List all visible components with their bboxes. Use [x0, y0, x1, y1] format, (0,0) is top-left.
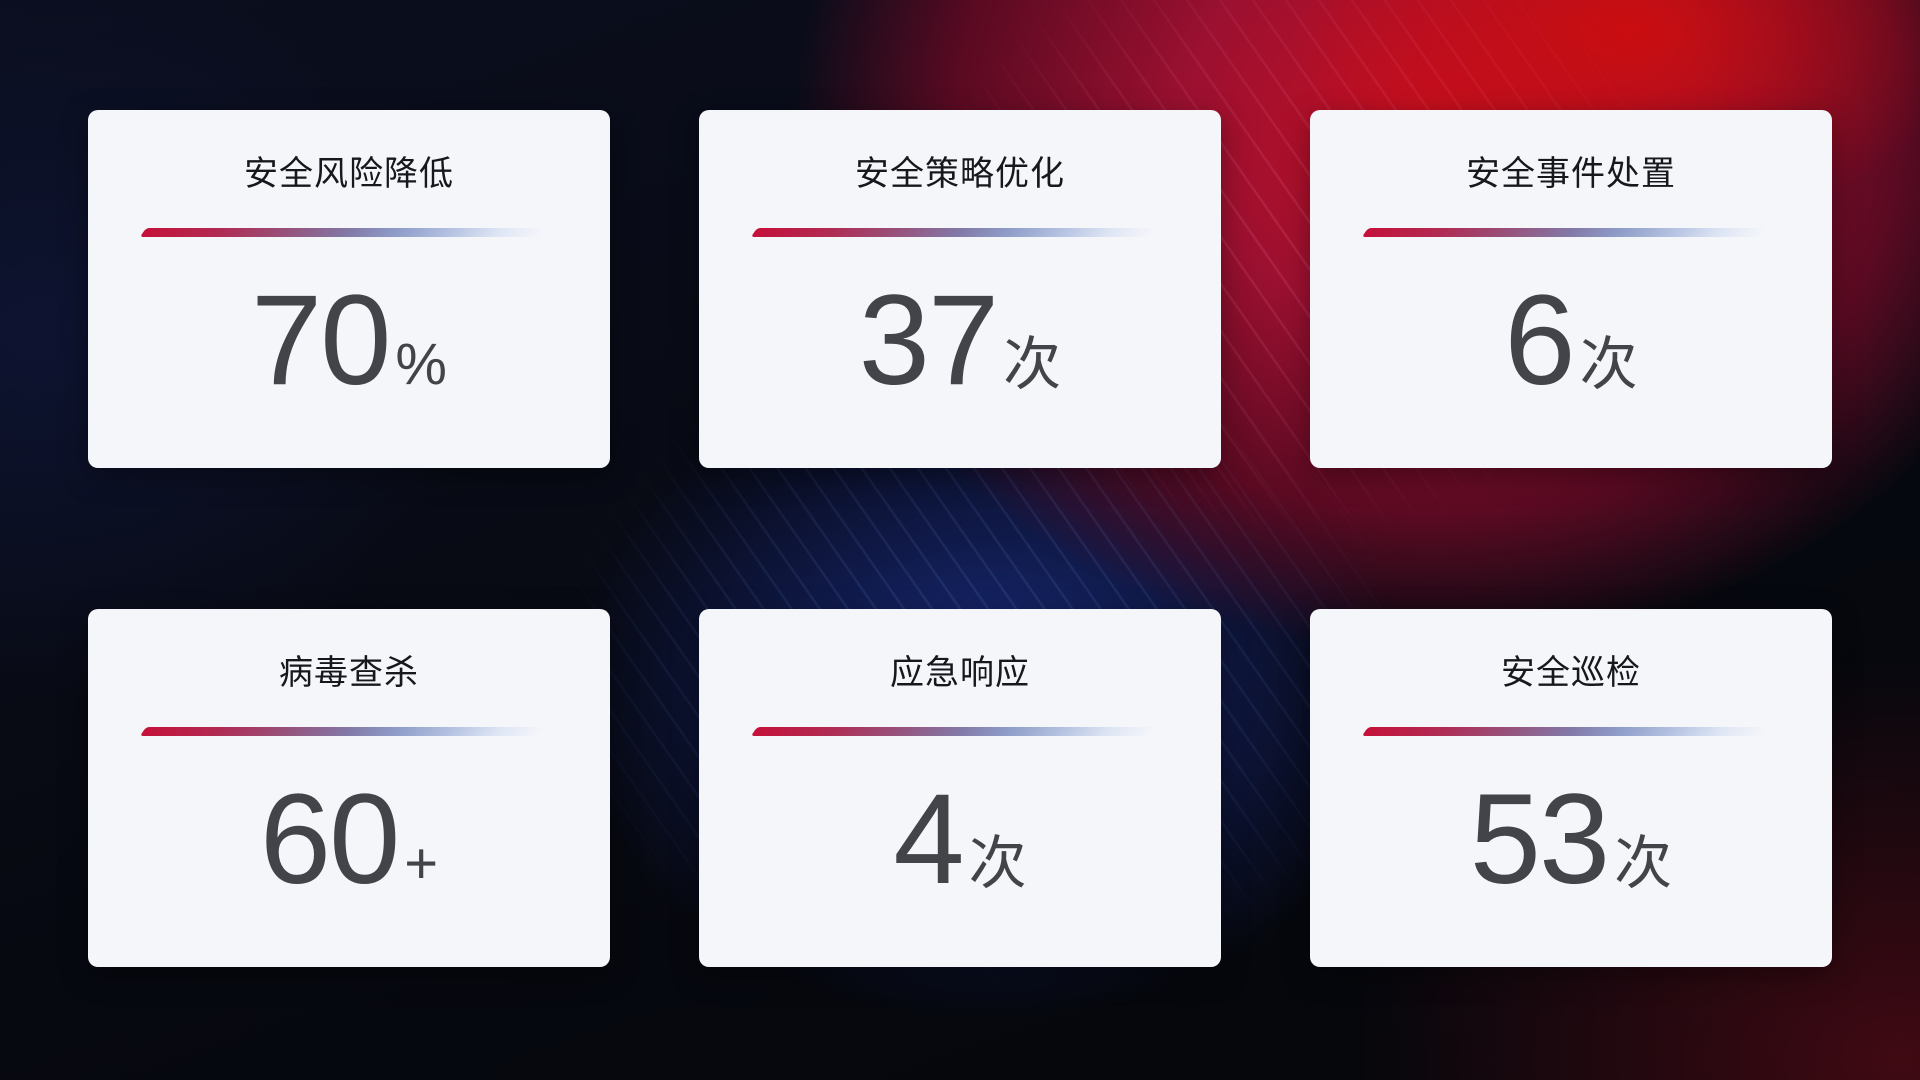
- stat-card-title: 安全风险降低: [244, 155, 454, 193]
- stat-unit: 次: [968, 830, 1027, 896]
- stat-card-title: 病毒查杀: [279, 654, 419, 692]
- stat-value: 53: [1469, 767, 1610, 911]
- stat-unit: 次: [1003, 331, 1062, 397]
- stat-card-grid: 安全风险降低 70 % 安全策略优化 37 次 安全事件处置: [88, 110, 1832, 967]
- gradient-divider: [750, 228, 1170, 237]
- stat-value: 70: [251, 268, 391, 412]
- stat-value-row: 60 +: [143, 736, 555, 943]
- gradient-divider: [139, 727, 559, 736]
- stat-value: 6: [1504, 268, 1575, 412]
- gradient-divider: [139, 228, 559, 237]
- stat-card-virus-scan: 病毒查杀 60 +: [88, 609, 610, 967]
- gradient-divider: [750, 727, 1170, 736]
- stat-unit: %: [395, 331, 447, 397]
- stat-card-emergency-response: 应急响应 4 次: [699, 609, 1221, 967]
- stat-value-row: 6 次: [1365, 237, 1777, 444]
- stat-card-policy-optimization: 安全策略优化 37 次: [699, 110, 1221, 468]
- stat-card-title: 应急响应: [890, 654, 1030, 692]
- stat-value-row: 70 %: [143, 237, 555, 444]
- stat-value-row: 4 次: [754, 736, 1166, 943]
- gradient-divider: [1361, 727, 1781, 736]
- stat-card-security-inspection: 安全巡检 53 次: [1310, 609, 1832, 967]
- stat-value: 37: [858, 268, 999, 412]
- stat-value: 60: [259, 767, 400, 911]
- stat-card-title: 安全策略优化: [855, 155, 1065, 193]
- stat-card-title: 安全巡检: [1501, 654, 1641, 692]
- gradient-divider: [1361, 228, 1781, 237]
- stat-unit: +: [404, 830, 439, 896]
- stat-card-incident-handling: 安全事件处置 6 次: [1310, 110, 1832, 468]
- stat-unit: 次: [1614, 830, 1673, 896]
- stat-unit: 次: [1579, 331, 1638, 397]
- stat-card-risk-reduction: 安全风险降低 70 %: [88, 110, 610, 468]
- stat-value-row: 37 次: [754, 237, 1166, 444]
- stat-value-row: 53 次: [1365, 736, 1777, 943]
- stat-value: 4: [893, 767, 964, 911]
- stat-card-title: 安全事件处置: [1466, 155, 1676, 193]
